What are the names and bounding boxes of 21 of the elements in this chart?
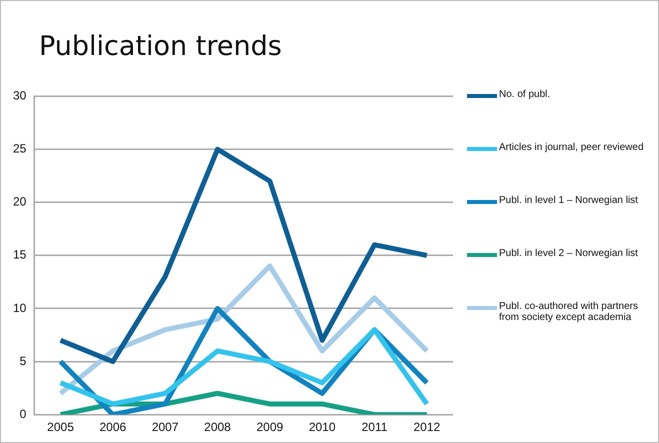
legend-label: Publ. in level 1 – Norwegian list [499, 195, 638, 206]
x-tick-label: 2010 [308, 420, 336, 434]
x-tick-label: 2008 [204, 420, 232, 434]
x-tick-label: 2005 [47, 420, 74, 434]
legend-label: No. of publ. [499, 89, 550, 100]
y-tick-label: 25 [12, 142, 27, 156]
x-tick-label: 2009 [256, 420, 284, 434]
y-tick-label: 20 [12, 194, 27, 209]
legend-label: Publ. in level 2 – Norwegian list [499, 248, 638, 259]
y-tick-label: 10 [12, 300, 27, 315]
y-tick-label: 15 [12, 248, 27, 262]
legend-label: Articles in journal, peer reviewed [499, 142, 644, 153]
x-tick-label: 2012 [413, 420, 441, 434]
y-tick-label: 0 [20, 406, 27, 421]
x-tick-label: 2006 [99, 420, 127, 434]
legend-label: Publ. co-authored with partners from society except academia [499, 301, 639, 323]
y-tick-label: 5 [20, 354, 27, 368]
chart-title: Publication trends [39, 31, 282, 62]
y-tick-label: 30 [12, 88, 27, 103]
x-tick-label: 2011 [362, 420, 388, 434]
x-tick-label: 2007 [152, 420, 179, 434]
